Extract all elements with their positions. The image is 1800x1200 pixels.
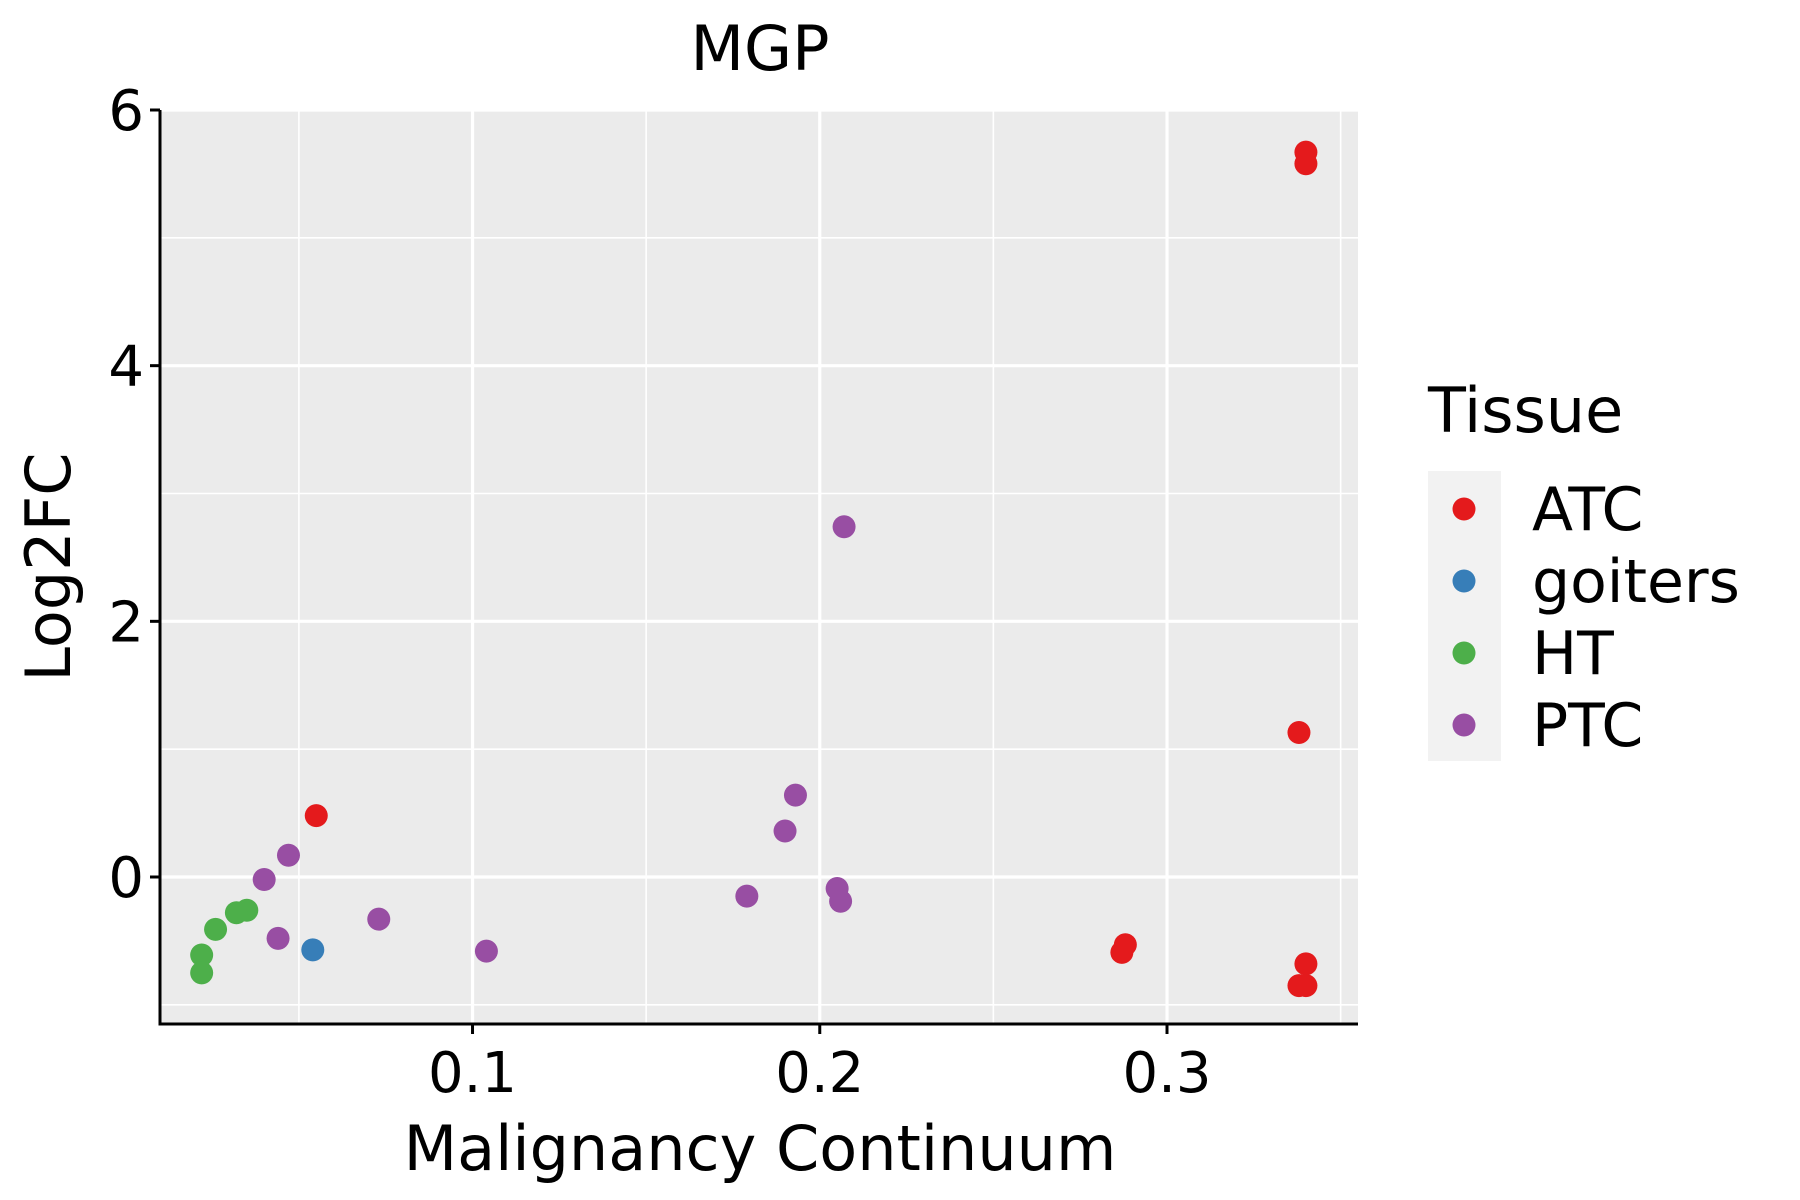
- point-atc: [1110, 940, 1134, 964]
- legend-key-goiters: [1452, 569, 1476, 593]
- axes: 0 2 4 6 0.1 0.2 0.3: [108, 79, 1358, 1106]
- y-tick-label: 2: [108, 590, 144, 655]
- legend-label-goiters: goiters: [1532, 547, 1740, 617]
- x-tick-label: 0.1: [428, 1041, 517, 1106]
- point-atc: [1294, 952, 1318, 976]
- point-ptc: [276, 843, 300, 867]
- legend-label-ptc: PTC: [1532, 691, 1643, 761]
- grid-lines: [160, 108, 1358, 1024]
- y-tick-label: 0: [108, 846, 144, 911]
- legend-key-atc: [1452, 497, 1476, 521]
- plot-panel: [160, 110, 1358, 1024]
- y-tick-label: 4: [108, 335, 144, 400]
- legend-key-ptc: [1452, 713, 1476, 737]
- point-ptc: [252, 868, 276, 892]
- y-axis-title: Log2FC: [12, 452, 85, 681]
- point-ht: [204, 917, 228, 941]
- point-ptc: [367, 907, 391, 931]
- x-tick-label: 0.2: [775, 1041, 864, 1106]
- chart-title: MGP: [691, 12, 830, 85]
- legend-title: Tissue: [1427, 374, 1623, 447]
- data-points: [190, 140, 1318, 998]
- point-ht: [224, 901, 248, 925]
- point-ptc: [735, 884, 759, 908]
- y-tick-label: 6: [108, 79, 144, 144]
- legend-key-ht: [1452, 641, 1476, 665]
- point-ptc: [266, 926, 290, 950]
- point-ptc: [829, 889, 853, 913]
- point-ptc: [783, 783, 807, 807]
- point-goiters: [301, 938, 325, 962]
- x-axis-title: Malignancy Continuum: [404, 1112, 1117, 1185]
- legend-label-ht: HT: [1532, 619, 1614, 689]
- point-atc: [304, 804, 328, 828]
- point-ptc: [474, 939, 498, 963]
- point-ptc: [832, 515, 856, 539]
- legend-label-atc: ATC: [1532, 475, 1643, 545]
- point-ptc: [773, 819, 797, 843]
- point-ht: [190, 961, 214, 985]
- point-atc: [1287, 721, 1311, 745]
- x-tick-label: 0.3: [1122, 1041, 1211, 1106]
- point-atc: [1294, 152, 1318, 176]
- point-ht: [190, 943, 214, 967]
- point-atc: [1294, 974, 1318, 998]
